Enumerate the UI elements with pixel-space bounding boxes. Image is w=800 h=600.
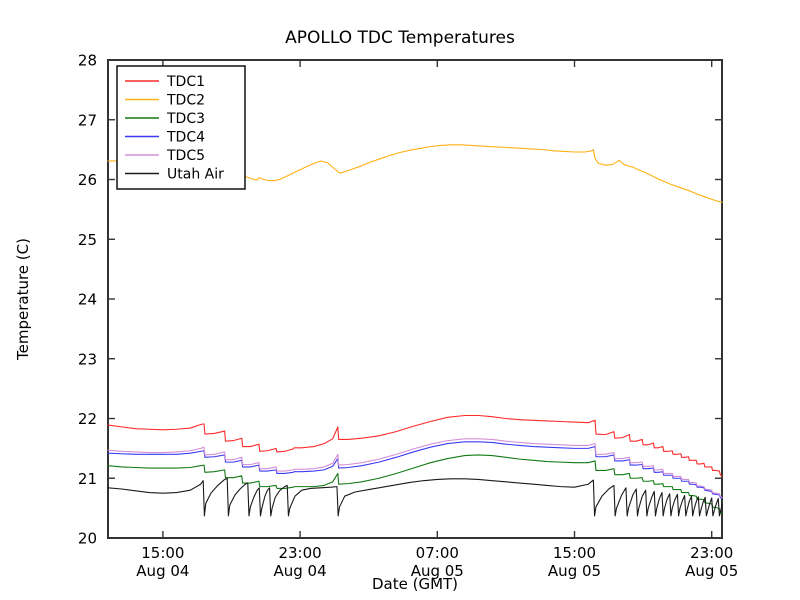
- legend-label-tdc2[interactable]: TDC2: [166, 93, 205, 109]
- y-tick-label: 25: [78, 231, 97, 249]
- x-tick-label-date: Aug 05: [685, 562, 738, 580]
- plot-frame: [107, 59, 723, 539]
- x-tick-label-time: 23:00: [690, 544, 733, 562]
- data-series-group: [107, 144, 723, 517]
- x-tick-label-date: Aug 05: [548, 562, 601, 580]
- x-tick-label-date: Aug 05: [411, 562, 464, 580]
- chart-title: APOLLO TDC Temperatures: [285, 28, 515, 48]
- legend-label-tdc1[interactable]: TDC1: [166, 74, 205, 90]
- y-tick-label: 22: [78, 410, 97, 428]
- legend-background: [116, 65, 246, 190]
- x-tick-label-time: 15:00: [141, 544, 184, 562]
- legend-label-tdc5[interactable]: TDC5: [166, 148, 205, 164]
- series-line-utah-air: [107, 477, 723, 517]
- x-tick-label-time: 15:00: [553, 544, 596, 562]
- y-axis-ticks: 20 21 22 23 24 25 26 27 28: [78, 52, 722, 548]
- y-tick-label: 27: [78, 111, 97, 129]
- chart-legend[interactable]: TDC1 TDC2 TDC3 TDC4 TDC5 Utah Air: [116, 65, 246, 190]
- y-axis-label: Temperature (C): [14, 238, 32, 361]
- legend-label-utah-air[interactable]: Utah Air: [167, 167, 224, 183]
- y-tick-label: 23: [78, 350, 97, 368]
- legend-label-tdc4[interactable]: TDC4: [166, 130, 205, 146]
- x-tick-label-date: Aug 04: [136, 562, 189, 580]
- y-tick-label: 26: [78, 171, 97, 189]
- y-tick-label: 20: [78, 530, 97, 548]
- x-axis-label: Date (GMT): [372, 575, 458, 593]
- series-line-tdc1: [107, 414, 723, 478]
- series-line-tdc5: [107, 438, 723, 498]
- legend-label-tdc3[interactable]: TDC3: [166, 111, 205, 127]
- y-tick-label: 28: [78, 52, 97, 70]
- y-tick-label: 24: [78, 291, 97, 309]
- series-line-tdc3: [107, 454, 723, 515]
- series-line-tdc4: [107, 441, 723, 500]
- y-tick-label: 21: [78, 470, 97, 488]
- x-tick-label-date: Aug 04: [274, 562, 327, 580]
- x-tick-label-time: 07:00: [416, 544, 459, 562]
- x-tick-label-time: 23:00: [278, 544, 321, 562]
